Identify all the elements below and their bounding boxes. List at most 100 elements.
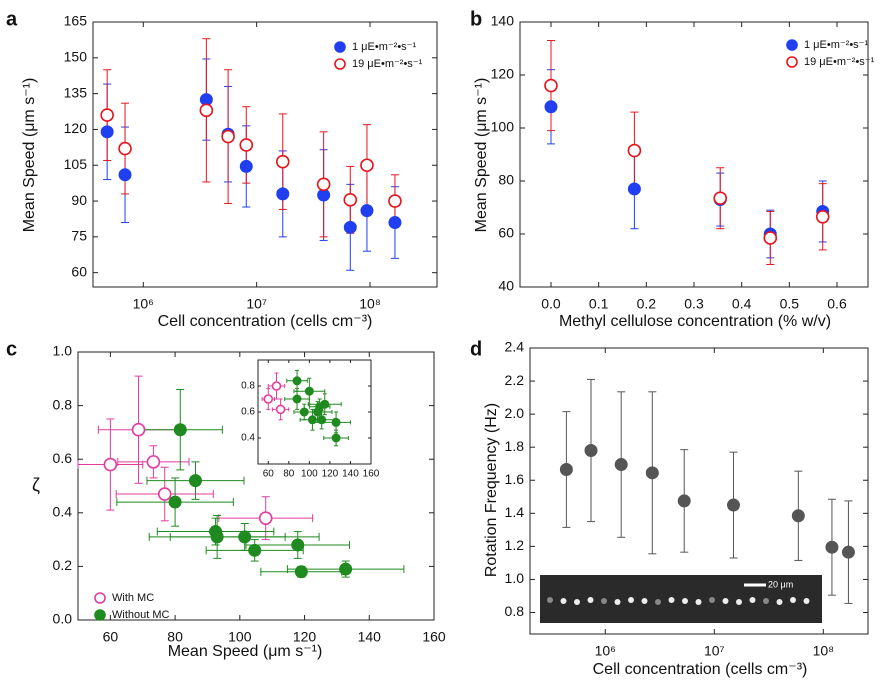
data-point	[841, 545, 855, 559]
data-point	[291, 538, 305, 552]
y-tick-label: 0.8	[505, 603, 525, 619]
micrograph-cell	[790, 597, 796, 603]
legend-marker	[334, 58, 346, 70]
data-point	[275, 154, 290, 169]
x-tick-label: 80	[167, 629, 183, 645]
micrograph-cell	[601, 598, 607, 604]
y-tick-label: 60	[498, 225, 514, 241]
micrograph-cell	[628, 597, 634, 603]
data-point	[645, 466, 659, 480]
x-tick-label: 10⁶	[595, 643, 616, 659]
y-tick-label: 135	[64, 84, 88, 100]
micrograph-cell	[763, 598, 769, 604]
legend-label: Without MC	[112, 609, 170, 621]
data-point	[614, 458, 628, 472]
data-point	[118, 168, 132, 182]
x-tick-label: 100	[228, 629, 252, 645]
legend-marker	[94, 592, 106, 604]
data-point	[258, 511, 273, 525]
data-point	[791, 509, 805, 523]
micrograph	[540, 575, 822, 623]
y-tick-label: 105	[64, 156, 88, 172]
micrograph-cell	[668, 597, 675, 603]
y-tick-label: 1.8	[505, 438, 525, 454]
data-point	[103, 457, 118, 472]
x-tick-label: 160	[363, 469, 380, 480]
data-point	[168, 495, 182, 509]
y-axis-label: ζ	[32, 475, 40, 495]
data-point	[188, 474, 202, 488]
micrograph-cell	[547, 597, 553, 603]
data-point	[388, 194, 402, 208]
y-tick-label: 1.0	[53, 343, 73, 359]
y-axis-label: Rotation Frequency (Hz)	[483, 403, 500, 577]
data-point	[239, 138, 254, 152]
legend-label: 1 μE•m⁻²•s⁻¹	[352, 41, 416, 53]
x-tick-label: 160	[422, 629, 446, 645]
data-point	[825, 540, 839, 554]
x-axis-label: Cell concentration (cells cm⁻³)	[593, 661, 808, 678]
x-tick-label: 60	[103, 629, 119, 645]
data-point	[271, 381, 282, 391]
micrograph-cell	[614, 599, 621, 605]
data-point	[317, 415, 327, 425]
data-point	[263, 394, 274, 404]
x-tick-label: 10⁷	[704, 643, 725, 659]
y-tick-label: 90	[71, 192, 87, 208]
y-tick-label: 150	[64, 49, 88, 65]
data-point	[238, 530, 252, 544]
legend-marker	[334, 41, 346, 53]
data-point	[248, 543, 262, 557]
x-tick-label: 10⁸	[359, 296, 381, 312]
y-tick-label: 1.0	[505, 570, 525, 586]
y-tick-label: 0.2	[53, 557, 73, 573]
panel-letter: b	[470, 8, 482, 30]
micrograph-cell	[776, 599, 783, 605]
data-point	[713, 191, 728, 206]
y-tick-label: 1.6	[505, 471, 525, 487]
y-tick-label: 80	[498, 172, 514, 188]
y-tick-label: 2.0	[505, 405, 525, 421]
data-point	[360, 158, 374, 173]
data-point	[173, 423, 187, 437]
data-point	[199, 103, 214, 118]
plot-frame	[529, 347, 869, 635]
y-tick-label: 1.4	[505, 504, 525, 520]
x-tick-label: 10⁷	[246, 296, 267, 312]
data-point	[360, 204, 374, 218]
y-tick-label: 75	[71, 228, 87, 244]
micrograph-cell	[695, 599, 702, 605]
data-point	[292, 394, 302, 404]
micrograph-cell	[560, 598, 567, 604]
data-point	[100, 108, 114, 122]
data-point	[294, 565, 308, 579]
scale-label: 20 μm	[768, 579, 793, 589]
data-point	[146, 455, 161, 469]
data-point	[331, 417, 341, 427]
data-point	[210, 530, 224, 544]
data-point	[584, 443, 598, 457]
x-tick-label: 140	[358, 629, 382, 645]
micrograph-cell	[587, 597, 594, 603]
data-point	[299, 407, 309, 417]
micrograph-cell	[722, 598, 729, 604]
data-point	[339, 562, 353, 576]
panel-letter: c	[6, 338, 17, 360]
x-tick-label: 0.0	[541, 296, 561, 312]
panel-letter: d	[470, 338, 482, 360]
x-tick-label: 120	[322, 469, 339, 480]
y-tick-label: 0.4	[53, 504, 73, 520]
y-tick-label: 0.6	[241, 407, 255, 418]
panel-letter: a	[6, 8, 18, 30]
x-tick-label: 100	[301, 469, 318, 480]
data-point	[131, 422, 146, 437]
data-point	[118, 141, 132, 156]
data-point	[276, 187, 290, 201]
data-point	[627, 143, 642, 158]
data-point	[815, 209, 830, 224]
x-tick-label: 0.4	[732, 296, 752, 312]
data-point	[275, 404, 286, 415]
data-point	[627, 182, 641, 196]
data-point	[726, 498, 740, 512]
